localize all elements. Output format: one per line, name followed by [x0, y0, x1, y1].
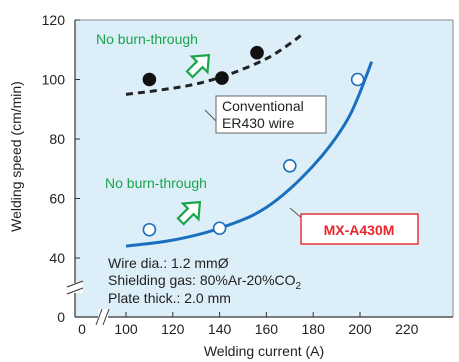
- y-tick-label: 120: [42, 12, 66, 28]
- y-tick-label: 60: [49, 191, 65, 207]
- y-tick-label: 80: [49, 131, 65, 147]
- series-layer: [125, 33, 374, 248]
- y-axis-break-mark: [66, 280, 84, 288]
- x-tick-label: 120: [161, 321, 185, 337]
- conventional-data-point: [250, 45, 264, 60]
- x-axis-title: Welding current (A): [204, 343, 324, 359]
- mx-a430m-data-point: [142, 222, 157, 237]
- mx-label-box: [300, 213, 419, 245]
- x-break-gap: [98, 309, 108, 325]
- welding-condition-line: Wire dia.: 1.2 mmØ: [108, 255, 229, 271]
- mx-a430m-label: MX-A430M: [324, 222, 395, 238]
- mx-a430m-data-point: [282, 158, 297, 173]
- mx-a430m-data-point: [350, 72, 365, 87]
- conventional-data-point: [142, 72, 157, 87]
- mx-a430m-curve: [125, 61, 374, 248]
- y-axis-break-mark: [66, 287, 84, 295]
- y-tick-label: 100: [42, 72, 66, 88]
- plot-area: [75, 20, 453, 317]
- x-tick-label: 160: [255, 321, 279, 337]
- x-tick-label: 200: [348, 321, 372, 337]
- upper-green-arrow-icon: [185, 53, 211, 79]
- conventional-label-box: [215, 95, 327, 134]
- y-axis-title: Welding speed (cm/min): [8, 81, 24, 232]
- conventional-label-line2: ER430 wire: [222, 115, 295, 131]
- y-tick-label: 0: [57, 309, 65, 325]
- upper-green-arrow-icon-shape: [185, 53, 211, 79]
- co2-subscript: 2: [296, 281, 302, 292]
- annotation-layer: No burn-through No burn-through Conventi…: [96, 31, 419, 306]
- conventional-data-point: [215, 71, 229, 85]
- x-axis-break-mark: [102, 308, 110, 326]
- lower-green-arrow-icon: [176, 200, 202, 226]
- mx-a430m-data-point: [212, 221, 227, 236]
- x-tick-label: 140: [208, 321, 232, 337]
- welding-condition-line: Plate thick.: 2.0 mm: [108, 290, 231, 306]
- y-tick-label: 40: [49, 250, 65, 266]
- x-axis-break-mark: [95, 308, 103, 326]
- lower-green-arrow-icon-shape: [176, 200, 202, 226]
- x-tick-label: 220: [395, 321, 419, 337]
- x-tick-label: 180: [302, 321, 326, 337]
- welding-condition-line: Shielding gas: 80%Ar-20%CO2: [108, 272, 302, 292]
- x-tick-label: 100: [114, 321, 138, 337]
- x-tick-label: 0: [78, 321, 86, 337]
- y-break-gap: [67, 283, 83, 293]
- lower-no-burn-through-label: No burn-through: [105, 175, 207, 191]
- upper-no-burn-through-label: No burn-through: [96, 31, 198, 47]
- axis-layer: 0 40 60 80 100 120 0 100 120 140 160 180 200 220 Weldi…: [8, 12, 454, 359]
- conventional-label-line1: Conventional: [222, 98, 304, 114]
- conventional-curve: [125, 33, 303, 96]
